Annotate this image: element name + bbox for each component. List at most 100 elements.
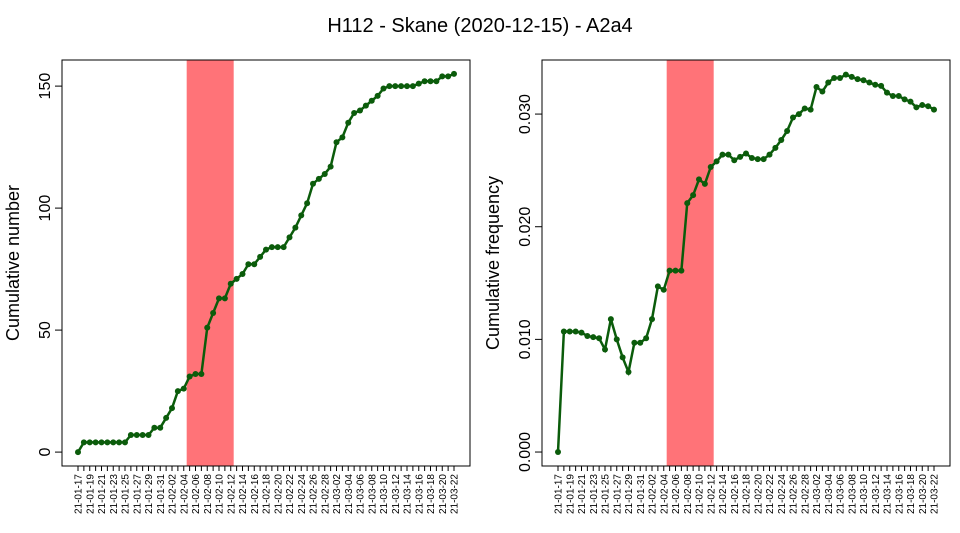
data-point: [754, 156, 761, 163]
x-tick-label: 21-01-17: [554, 474, 565, 514]
x-tick-label: 21-02-08: [683, 474, 694, 514]
y-tick-label: 0.010: [517, 319, 534, 359]
data-point: [831, 75, 838, 82]
data-point: [625, 369, 632, 376]
y-tick-label: 50: [37, 321, 54, 339]
data-point: [678, 267, 685, 274]
data-point: [333, 139, 340, 146]
data-point: [409, 83, 416, 90]
data-point: [572, 328, 579, 335]
x-tick-label: 21-03-10: [859, 474, 870, 514]
data-point: [919, 102, 926, 109]
x-tick-label: 21-02-04: [179, 474, 190, 514]
x-tick-label: 21-02-14: [718, 474, 729, 514]
data-point: [327, 163, 334, 170]
x-tick-label: 21-01-27: [612, 474, 623, 514]
data-point: [245, 261, 252, 268]
data-point: [86, 439, 93, 446]
data-point: [216, 295, 222, 302]
data-point: [304, 200, 311, 207]
x-tick-label: 21-03-04: [824, 474, 835, 514]
data-point: [257, 253, 264, 260]
data-point: [690, 192, 697, 199]
x-tick-label: 21-02-22: [285, 474, 296, 514]
data-point: [145, 432, 152, 439]
data-point: [139, 432, 146, 439]
data-point: [596, 335, 603, 342]
data-point: [560, 328, 567, 335]
plot-frame: [541, 59, 951, 467]
data-point: [92, 439, 99, 446]
data-point: [280, 244, 287, 251]
x-tick-label: 21-03-16: [414, 474, 425, 514]
data-point: [807, 106, 814, 113]
data-point: [110, 439, 117, 446]
x-tick-label: 21-02-06: [671, 474, 682, 514]
y-tick-label: 0.030: [517, 94, 534, 134]
x-tick-label: 21-03-08: [367, 474, 378, 514]
data-point: [778, 136, 785, 143]
data-point: [192, 371, 199, 378]
data-point: [584, 332, 591, 339]
data-point: [925, 103, 932, 110]
x-tick-label: 21-03-12: [871, 474, 882, 514]
data-point: [427, 78, 434, 85]
data-point: [884, 89, 890, 96]
data-point: [439, 73, 446, 80]
x-tick-label: 21-02-18: [262, 474, 273, 514]
x-tick-label: 21-02-08: [203, 474, 214, 514]
data-point: [351, 109, 358, 116]
data-point: [684, 200, 691, 207]
data-point: [731, 157, 738, 164]
data-point: [649, 316, 655, 323]
data-point: [790, 114, 796, 121]
data-point: [380, 85, 387, 92]
data-point: [268, 244, 275, 251]
data-point: [813, 84, 820, 91]
data-point: [321, 170, 328, 177]
y-tick-label: 0.020: [517, 207, 534, 247]
x-tick-label: 21-02-28: [800, 474, 811, 514]
data-point: [607, 316, 614, 323]
data-point: [748, 155, 755, 162]
data-point: [310, 180, 316, 187]
data-point: [901, 96, 908, 103]
data-point: [174, 388, 181, 395]
x-tick-label: 21-02-02: [168, 474, 179, 514]
data-point: [98, 439, 105, 446]
plot-frame: [61, 59, 471, 467]
data-point: [374, 92, 381, 99]
data-point: [666, 267, 673, 274]
data-point: [854, 76, 861, 83]
data-point: [613, 336, 620, 343]
data-point: [421, 78, 428, 85]
x-tick-label: 21-03-14: [403, 474, 414, 514]
data-point: [825, 79, 832, 86]
data-point: [707, 164, 714, 171]
data-point: [878, 82, 885, 89]
data-point: [660, 286, 667, 293]
data-point: [760, 156, 767, 163]
x-tick-label: 21-01-29: [144, 474, 155, 514]
data-point: [637, 339, 644, 346]
data-point: [104, 439, 111, 446]
data-point: [743, 150, 749, 157]
data-point: [157, 424, 164, 431]
x-tick-label: 21-01-25: [121, 474, 132, 514]
data-point: [239, 270, 246, 277]
x-tick-label: 21-03-12: [391, 474, 402, 514]
data-point: [274, 244, 281, 251]
y-tick-label: 0.000: [517, 432, 534, 472]
data-point: [315, 175, 322, 182]
y-tick-label: 0: [37, 448, 54, 457]
x-tick-label: 21-01-29: [624, 474, 635, 514]
data-point: [357, 107, 363, 114]
highlight-band: [186, 60, 234, 466]
data-point: [602, 346, 608, 353]
x-tick-label: 21-03-20: [918, 474, 929, 514]
x-tick-label: 21-02-28: [320, 474, 331, 514]
data-point: [795, 111, 802, 118]
data-point: [133, 432, 140, 439]
data-point: [619, 354, 626, 361]
x-tick-label: 21-02-10: [215, 474, 226, 514]
